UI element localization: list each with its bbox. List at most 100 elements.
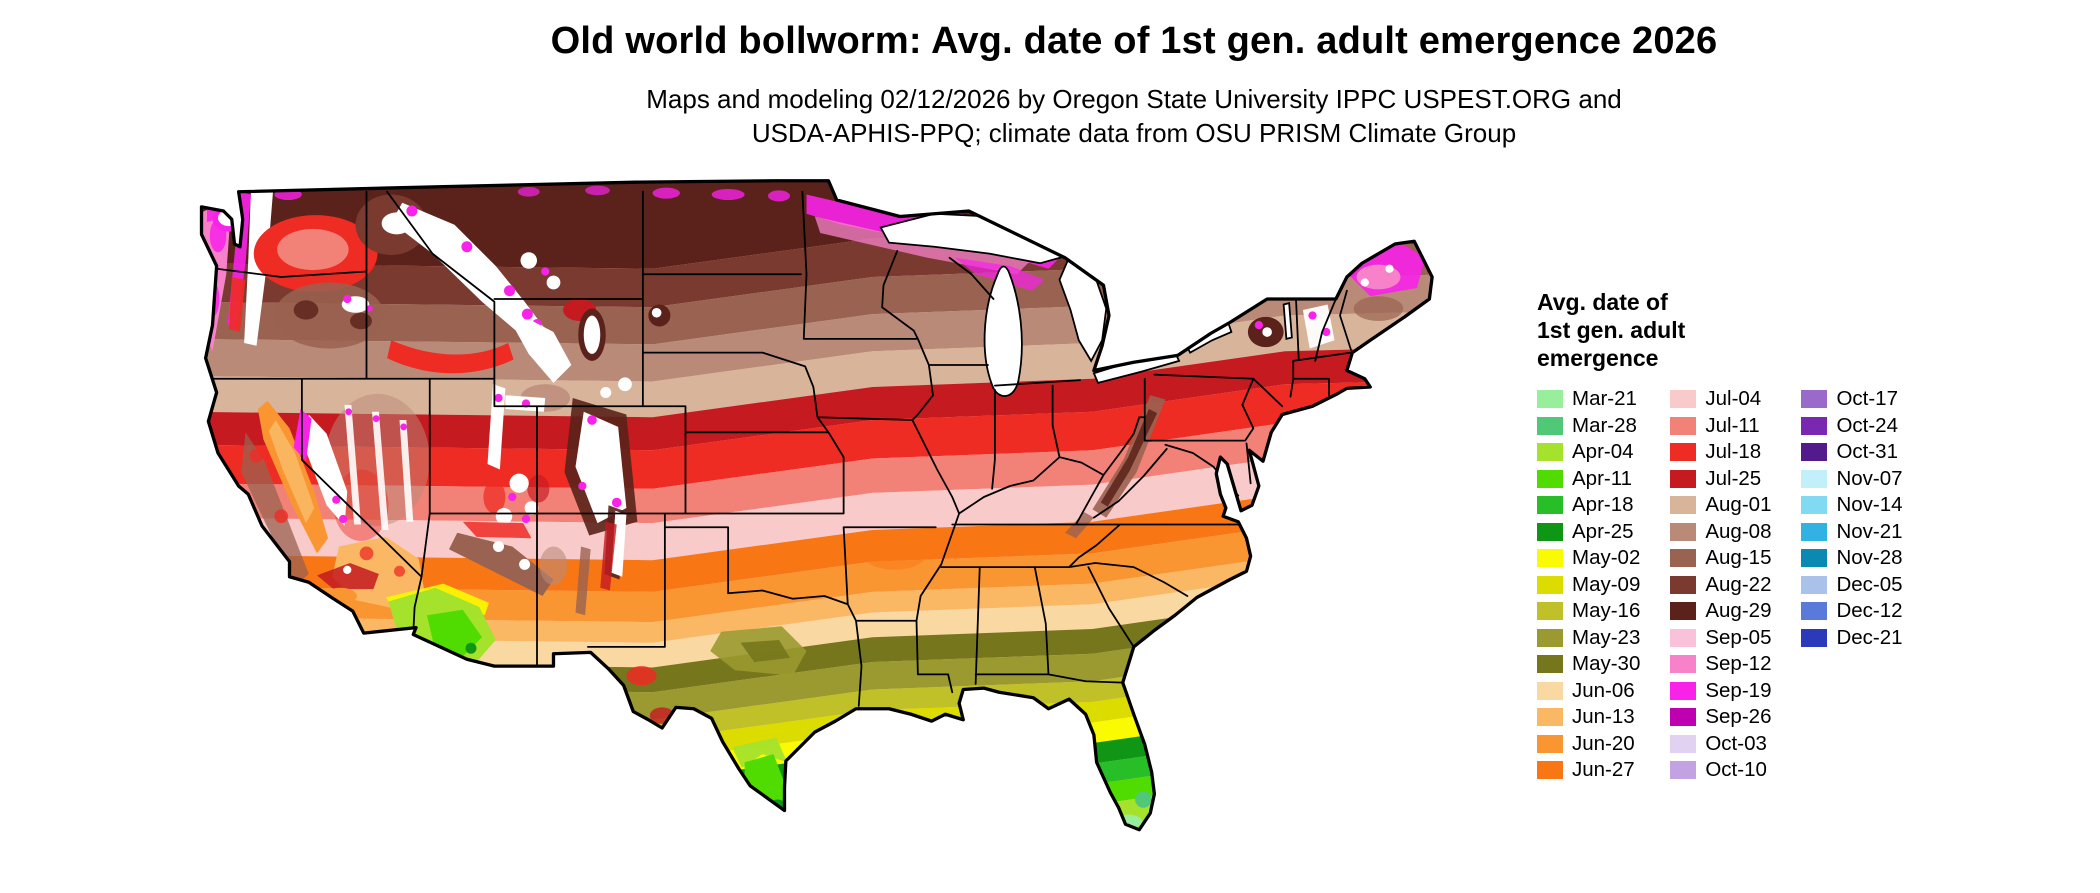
legend-row: Sep-12 xyxy=(1670,651,1771,678)
legend-swatch xyxy=(1801,522,1828,541)
legend-row: Jun-06 xyxy=(1537,678,1640,705)
legend-date-label: Nov-07 xyxy=(1836,466,1903,490)
legend-row: Dec-12 xyxy=(1801,598,1903,625)
legend-row: Apr-04 xyxy=(1537,439,1640,466)
legend-date-label: Jul-04 xyxy=(1705,387,1762,411)
legend-title-line-1: Avg. date of xyxy=(1537,289,1668,315)
legend-row: Jun-27 xyxy=(1537,757,1640,784)
legend-swatch xyxy=(1670,628,1697,647)
legend-swatch xyxy=(1537,575,1563,594)
lake-superior xyxy=(879,212,1068,265)
legend-date-label: Aug-15 xyxy=(1705,546,1772,570)
legend-date-label: Sep-19 xyxy=(1705,678,1772,702)
legend-swatch xyxy=(1670,549,1697,568)
band-Apr-25 xyxy=(201,710,1433,803)
legend-date-label: Aug-22 xyxy=(1705,572,1772,596)
legend-column: Mar-21 Mar-28 Apr-04 Apr-11 Apr-18 Apr-25 May-… xyxy=(1537,386,1640,784)
legend-swatch xyxy=(1670,734,1697,753)
legend-date-label: Mar-21 xyxy=(1572,387,1637,411)
legend-date-label: Jul-18 xyxy=(1705,440,1762,464)
legend-date-label: Sep-26 xyxy=(1705,705,1772,729)
legend-swatch xyxy=(1537,681,1563,700)
legend-swatch xyxy=(1801,443,1828,462)
legend-row: Aug-22 xyxy=(1670,572,1771,599)
legend-date-label: Apr-25 xyxy=(1572,519,1634,543)
legend-swatch xyxy=(1801,575,1828,594)
legend-row: Oct-10 xyxy=(1670,757,1771,784)
legend-row: Mar-28 xyxy=(1537,413,1640,440)
legend-swatch xyxy=(1801,390,1828,409)
legend-date-label: Aug-29 xyxy=(1705,599,1772,623)
legend-row: May-23 xyxy=(1537,625,1640,652)
subtitle-line-1: Maps and modeling 02/12/2026 by Oregon S… xyxy=(646,84,1622,114)
legend-swatch xyxy=(1670,681,1697,700)
legend-swatch xyxy=(1537,390,1563,409)
legend-swatch xyxy=(1801,416,1828,435)
legend-swatch xyxy=(1670,496,1697,515)
legend-row: Jun-20 xyxy=(1537,731,1640,758)
legend-swatch xyxy=(1537,602,1563,621)
color-bands xyxy=(201,180,1433,830)
legend-date-label: Jul-25 xyxy=(1705,466,1762,490)
band-Apr-11 xyxy=(201,751,1433,830)
legend-swatch xyxy=(1670,469,1697,488)
page-subtitle: Maps and modeling 02/12/2026 by Oregon S… xyxy=(234,82,2034,150)
legend-row: Nov-21 xyxy=(1801,519,1903,546)
band-Jun-20 xyxy=(201,520,1433,623)
legend-title: Avg. date of 1st gen. adult emergence xyxy=(1537,288,1903,372)
us-map xyxy=(185,178,1505,893)
legend-row: Aug-15 xyxy=(1670,545,1771,572)
band-Jul-18 xyxy=(201,378,1433,489)
legend-date-label: Apr-18 xyxy=(1572,493,1634,517)
legend-swatch xyxy=(1537,628,1563,647)
legend-swatch xyxy=(1801,602,1828,621)
legend-swatch xyxy=(1801,549,1828,568)
us-map-svg xyxy=(199,179,1434,832)
legend-date-label: Nov-14 xyxy=(1836,493,1903,517)
legend-row: Jul-25 xyxy=(1670,466,1771,493)
great-lakes xyxy=(879,212,1293,397)
legend-date-label: Sep-12 xyxy=(1705,652,1772,676)
lake-huron xyxy=(1058,259,1108,363)
legend-column: Jul-04 Jul-11 Jul-18 Jul-25 Aug-01 Aug-08 Aug-… xyxy=(1670,386,1771,784)
legend-row: Aug-01 xyxy=(1670,492,1771,519)
legend-row: Sep-19 xyxy=(1670,678,1771,705)
legend-row: Apr-18 xyxy=(1537,492,1640,519)
legend-swatch xyxy=(1670,602,1697,621)
lake-champlain xyxy=(1282,302,1293,340)
legend-row: Aug-29 xyxy=(1670,598,1771,625)
legend-column: Oct-17 Oct-24 Oct-31 Nov-07 Nov-14 Nov-21 Nov-… xyxy=(1801,386,1903,651)
legend-date-label: Dec-05 xyxy=(1836,572,1903,596)
legend-row: Nov-14 xyxy=(1801,492,1903,519)
legend-date-label: May-16 xyxy=(1572,599,1641,623)
legend-swatch xyxy=(1670,522,1697,541)
legend-swatch xyxy=(1537,496,1563,515)
legend-row: May-30 xyxy=(1537,651,1640,678)
legend-date-label: Oct-24 xyxy=(1836,413,1898,437)
legend-swatch xyxy=(1670,443,1697,462)
legend-date-label: May-02 xyxy=(1572,546,1641,570)
legend-swatch xyxy=(1801,628,1828,647)
legend-row: Jul-18 xyxy=(1670,439,1771,466)
legend-swatch xyxy=(1537,655,1563,674)
legend-swatch xyxy=(1670,575,1697,594)
legend-row: Jun-13 xyxy=(1537,704,1640,731)
legend-row: Jul-04 xyxy=(1670,386,1771,413)
legend-date-label: Jun-20 xyxy=(1572,731,1635,755)
map-legend: Avg. date of 1st gen. adult emergence Ma… xyxy=(1537,288,1903,784)
legend-date-label: Sep-05 xyxy=(1705,625,1772,649)
legend-row: Oct-31 xyxy=(1801,439,1902,466)
legend-swatch xyxy=(1537,443,1563,462)
legend-swatch xyxy=(1537,469,1563,488)
legend-swatch xyxy=(1537,522,1563,541)
legend-row: Sep-26 xyxy=(1670,704,1771,731)
legend-date-label: Jul-11 xyxy=(1705,413,1760,437)
legend-row: Aug-08 xyxy=(1670,519,1771,546)
legend-swatch xyxy=(1801,496,1828,515)
legend-swatch xyxy=(1537,761,1563,780)
legend-row: Nov-07 xyxy=(1801,466,1903,493)
legend-date-label: May-30 xyxy=(1572,652,1641,676)
legend-date-label: Jun-06 xyxy=(1572,678,1635,702)
legend-date-label: Jun-13 xyxy=(1572,705,1635,729)
legend-columns: Mar-21 Mar-28 Apr-04 Apr-11 Apr-18 Apr-25 May-… xyxy=(1537,386,1903,784)
